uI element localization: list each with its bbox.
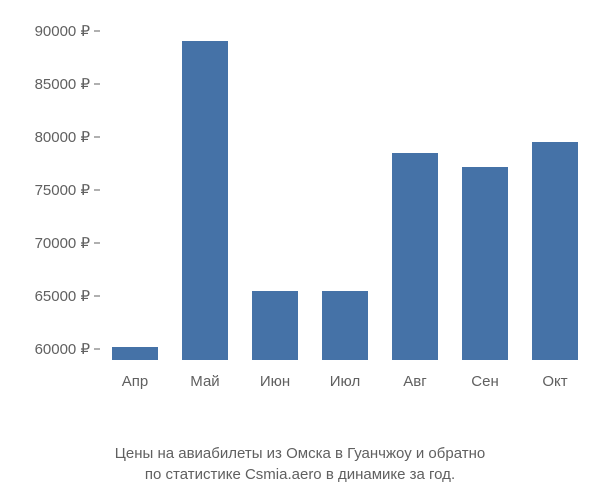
bar [532, 142, 578, 360]
y-tick-label: 75000 ₽ [0, 181, 90, 199]
chart-caption: Цены на авиабилеты из Омска в Гуанчжоу и… [0, 443, 600, 485]
x-tick-label: Окт [542, 373, 567, 390]
plot-area: Апр Май Июн Июл Авг Сен Окт [100, 20, 590, 390]
y-tick-label: 65000 ₽ [0, 287, 90, 305]
caption-line-1: Цены на авиабилеты из Омска в Гуанчжоу и… [115, 445, 485, 462]
bar [252, 291, 298, 360]
x-tick-label: Апр [122, 373, 148, 390]
x-tick-label: Июн [260, 373, 290, 390]
y-tick-label: 60000 ₽ [0, 340, 90, 358]
x-tick-label: Июл [330, 373, 360, 390]
x-tick-label: Авг [403, 373, 426, 390]
y-tick-mark [94, 243, 100, 244]
y-tick-mark [94, 190, 100, 191]
y-tick-mark [94, 136, 100, 137]
y-tick-mark [94, 296, 100, 297]
price-bar-chart: Апр Май Июн Июл Авг Сен Окт 60000 ₽ 65000 ₽ 7000… [0, 10, 600, 430]
y-tick-mark [94, 349, 100, 350]
bar [322, 291, 368, 360]
y-tick-mark [94, 83, 100, 84]
bar [182, 41, 228, 360]
y-tick-label: 70000 ₽ [0, 234, 90, 252]
caption-line-2: по статистике Csmia.aero в динамике за г… [145, 466, 455, 483]
y-tick-label: 80000 ₽ [0, 128, 90, 146]
x-tick-label: Май [190, 373, 219, 390]
y-tick-mark [94, 30, 100, 31]
bar [462, 167, 508, 360]
bar [112, 347, 158, 360]
y-tick-label: 90000 ₽ [0, 22, 90, 40]
bar [392, 153, 438, 360]
x-tick-label: Сен [471, 373, 498, 390]
y-tick-label: 85000 ₽ [0, 75, 90, 93]
